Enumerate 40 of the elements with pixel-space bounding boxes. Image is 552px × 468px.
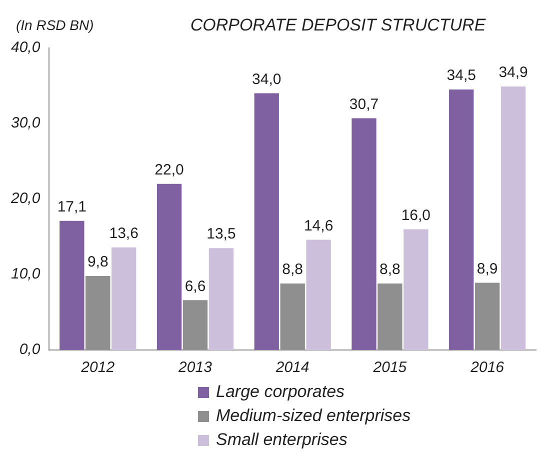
data-label: 8,9 — [476, 260, 498, 278]
legend-label: Medium-sized enterprises — [216, 406, 411, 426]
bar — [60, 220, 84, 350]
bar — [500, 86, 526, 350]
bar — [112, 247, 136, 350]
bar — [404, 229, 428, 350]
bar — [352, 118, 376, 350]
x-tick-label: 2012 — [80, 359, 116, 376]
data-label: 13,5 — [206, 226, 236, 243]
y-axis-title: (In RSD BN) — [16, 16, 94, 33]
data-label: 22,0 — [154, 162, 184, 179]
legend-label: Small enterprises — [216, 430, 348, 450]
data-label: 9,8 — [87, 254, 108, 271]
data-label: 8,8 — [282, 261, 304, 278]
y-tick-label: 40,0 — [10, 39, 41, 56]
y-tick-label: 20,0 — [10, 190, 41, 208]
bar — [254, 93, 279, 350]
data-label: 34,9 — [498, 64, 528, 82]
data-label: 8,8 — [380, 261, 400, 278]
x-tick-label: 2015 — [372, 359, 408, 376]
y-tick-label: 10,0 — [10, 266, 41, 283]
data-label: 34,0 — [252, 70, 282, 88]
bar — [449, 90, 474, 350]
data-label: 16,0 — [401, 206, 431, 224]
data-label: 13,6 — [109, 224, 138, 242]
data-label: 6,6 — [184, 278, 206, 295]
x-tick-label: 2014 — [274, 359, 310, 376]
chart-title: CORPORATE DEPOSIT STRUCTURE — [190, 16, 486, 35]
y-tick-label: 0,0 — [19, 341, 41, 358]
bar — [156, 184, 182, 350]
y-tick-label: 30,0 — [10, 114, 41, 132]
x-tick-label: 2016 — [470, 359, 505, 376]
data-label: 14,6 — [304, 217, 334, 234]
legend-label: Large corporates — [216, 382, 345, 402]
data-label: 17,1 — [57, 198, 87, 216]
data-label: 34,5 — [446, 67, 476, 84]
bar — [306, 240, 331, 350]
bar — [208, 248, 234, 350]
x-tick-label: 2013 — [178, 359, 213, 376]
data-label: 30,7 — [349, 96, 379, 113]
